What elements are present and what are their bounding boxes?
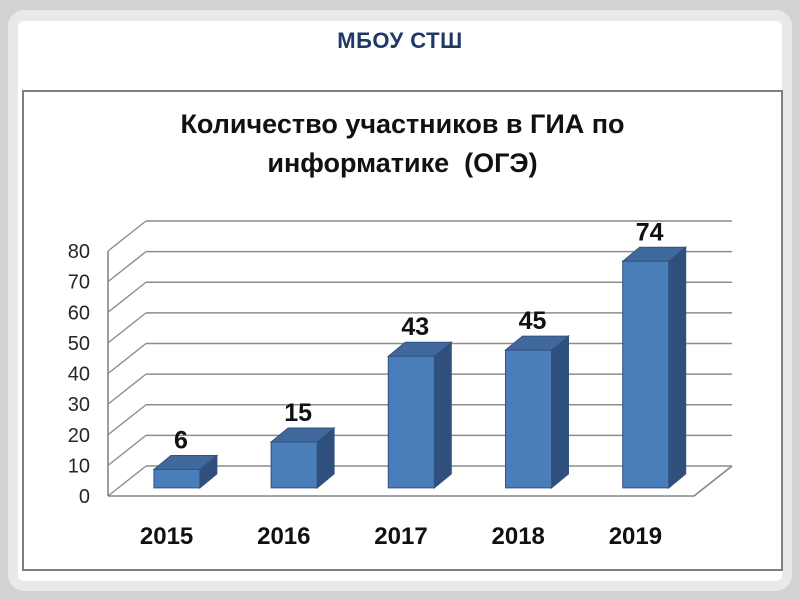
y-tick-label-30: 30 xyxy=(68,394,90,416)
bar-side-2018 xyxy=(551,335,569,489)
slide-header-title: МБОУ СТШ xyxy=(337,28,463,53)
bar-front-2019 xyxy=(622,260,670,489)
bar-front-2017 xyxy=(387,355,435,489)
x-axis-label-2019: 2019 xyxy=(609,523,662,550)
bar-value-label-2018: 45 xyxy=(519,307,547,335)
bar-value-label-2017: 43 xyxy=(401,313,429,341)
y-tick-label-60: 60 xyxy=(68,302,90,324)
y-tick-label-50: 50 xyxy=(68,333,90,355)
bar-value-label-2019: 74 xyxy=(636,218,664,246)
bar-front-2018 xyxy=(505,349,552,489)
bar-front-2015 xyxy=(153,469,201,489)
y-tick-label-40: 40 xyxy=(68,364,90,386)
x-axis-label-2018: 2018 xyxy=(492,523,545,550)
bar-chart-3d: 6 2015 15 2016 43 2017 45 2018 74 2019 0 10 20 30 40 50… xyxy=(68,218,733,550)
chart-title: Количество участников в ГИА по информати… xyxy=(180,109,625,178)
x-axis-label-2015: 2015 xyxy=(140,523,193,550)
x-axis-label-2016: 2016 xyxy=(257,523,310,550)
slide-content-area: МБОУ СТШ Количество участников в ГИА по … xyxy=(18,21,783,581)
gridline-diagonal xyxy=(107,342,147,375)
x-axis-label-2017: 2017 xyxy=(374,523,427,550)
y-tick-label-10: 10 xyxy=(68,455,90,477)
gridline-diagonal xyxy=(107,251,147,283)
gridline-diagonal xyxy=(107,434,147,466)
bar-value-label-2016: 15 xyxy=(284,399,312,427)
gridline-diagonal xyxy=(107,220,147,252)
bar-side-2017 xyxy=(433,341,452,489)
y-tick-label-70: 70 xyxy=(68,272,90,294)
gridline-diagonal xyxy=(107,404,147,436)
chart-panel: Количество участников в ГИА по информати… xyxy=(22,90,783,571)
slide: МБОУ СТШ Количество участников в ГИА по … xyxy=(8,10,792,591)
y-tick-label-0: 0 xyxy=(79,486,90,508)
y-tick-label-20: 20 xyxy=(68,425,90,447)
gridline-diagonal xyxy=(107,373,147,405)
gridline-diagonal xyxy=(107,312,147,344)
bar-front-2016 xyxy=(270,441,318,489)
bar-side-2019 xyxy=(668,246,687,489)
gridline-diagonal xyxy=(107,465,147,497)
gridline-diagonal xyxy=(107,281,147,313)
y-tick-label-80: 80 xyxy=(68,241,90,263)
bar-value-label-2015: 6 xyxy=(174,427,188,455)
floor-right-edge xyxy=(693,465,733,497)
